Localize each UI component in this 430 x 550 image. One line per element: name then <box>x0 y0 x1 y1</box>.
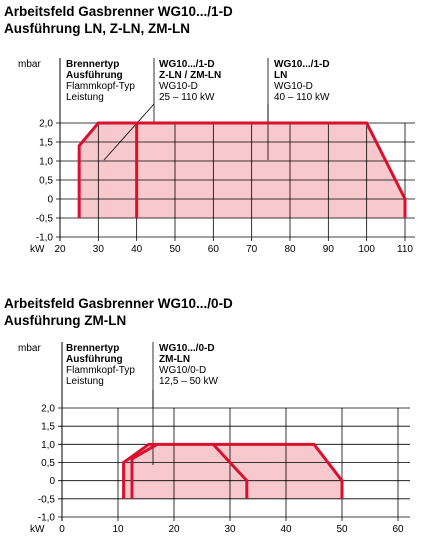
x-tick-label: 70 <box>246 244 258 255</box>
x-tick-label: 80 <box>284 244 296 255</box>
y-tick-label: -1,0 <box>38 513 56 524</box>
x-tick-label: 40 <box>280 524 292 535</box>
x-axis-label: kW <box>30 244 45 255</box>
x-tick-label: 40 <box>131 244 143 255</box>
table-value: WG10-D <box>159 81 198 92</box>
y-tick-label: 1,5 <box>41 422 55 433</box>
table-label: Brennertyp <box>66 343 119 354</box>
y-tick-label: 2,0 <box>39 119 53 130</box>
table-value: WG10.../0-D <box>159 343 215 354</box>
chart2-title-line2: Ausführung ZM-LN <box>4 313 127 328</box>
x-tick-label: 100 <box>358 244 375 255</box>
table-value: WG10.../1-D <box>274 59 330 70</box>
y-tick-label: 1,0 <box>41 440 55 451</box>
y-tick-label: 0 <box>49 476 55 487</box>
table-value: 40 – 110 kW <box>274 92 330 103</box>
y-tick-label: -0,5 <box>36 214 54 225</box>
x-tick-label: 20 <box>54 244 66 255</box>
field-fill <box>123 444 342 499</box>
x-tick-label: 60 <box>392 524 404 535</box>
x-tick-label: 30 <box>224 524 236 535</box>
y-axis-label: mbar <box>18 343 41 354</box>
table-value: ZM-LN <box>159 354 190 365</box>
table-value: WG10-D <box>274 81 313 92</box>
chart1-title-line1: Arbeitsfeld Gasbrenner WG10.../1-D <box>4 4 233 19</box>
table-value: WG10/0-D <box>159 365 206 376</box>
x-tick-label: 110 <box>397 244 413 255</box>
x-tick-label: 90 <box>323 244 335 255</box>
table-label: Leistung <box>66 92 104 103</box>
x-tick-label: 30 <box>93 244 105 255</box>
x-tick-label: 10 <box>112 524 124 535</box>
y-tick-label: 0,5 <box>41 458 55 469</box>
y-tick-label: 2,0 <box>41 404 55 415</box>
x-tick-label: 60 <box>208 244 220 255</box>
x-tick-label: 50 <box>336 524 348 535</box>
x-tick-label: 20 <box>168 524 180 535</box>
series-3-line <box>212 443 249 499</box>
leader-line <box>103 103 155 161</box>
series-1-line <box>77 121 407 218</box>
series-2-line <box>130 443 158 499</box>
table-label: Flammkopf-Typ <box>66 365 135 376</box>
chart1-title-line2: Ausführung LN, Z-LN, ZM-LN <box>4 21 190 36</box>
x-tick-label: 0 <box>59 524 65 535</box>
y-tick-label: 1,5 <box>39 138 53 149</box>
table-label: Brennertyp <box>66 59 119 70</box>
table-label: Ausführung <box>66 70 123 81</box>
x-tick-label: 50 <box>169 244 181 255</box>
series-1-line <box>122 442 344 499</box>
y-tick-label: -0,5 <box>38 494 56 505</box>
table-value: 12,5 – 50 kW <box>159 376 218 387</box>
y-tick-label: 0,5 <box>39 176 53 187</box>
y-axis-label: mbar <box>18 59 41 70</box>
field-fill <box>79 123 406 218</box>
table-label: Leistung <box>66 376 104 387</box>
table-value: LN <box>274 70 287 81</box>
x-axis-label: kW <box>30 524 45 535</box>
table-label: Ausführung <box>66 354 123 365</box>
table-label: Flammkopf-Typ <box>66 81 135 92</box>
table-value: 25 – 110 kW <box>159 92 215 103</box>
table-value: WG10.../1-D <box>159 59 215 70</box>
y-tick-label: -1,0 <box>36 233 54 244</box>
y-tick-label: 1,0 <box>39 157 53 168</box>
table-value: Z-LN / ZM-LN <box>159 70 221 81</box>
chart2-title-line1: Arbeitsfeld Gasbrenner WG10.../0-D <box>4 296 233 311</box>
y-tick-label: 0 <box>47 195 53 206</box>
